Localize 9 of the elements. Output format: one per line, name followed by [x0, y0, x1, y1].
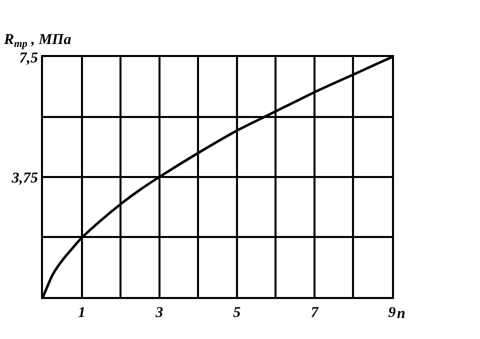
x-axis-title: n — [397, 306, 406, 322]
y-tick-label: 3,75 — [10, 170, 38, 186]
x-tick-label: 9 — [388, 305, 396, 321]
x-tick-label: 7 — [310, 305, 319, 321]
x-tick-label: 3 — [154, 305, 164, 321]
x-tick-label: 5 — [233, 305, 242, 321]
y-axis-title: R$_{тр}$ , МПа — [3, 32, 72, 50]
y-tick-label: 7,5 — [19, 50, 38, 66]
x-tick-label: 1 — [78, 305, 86, 321]
